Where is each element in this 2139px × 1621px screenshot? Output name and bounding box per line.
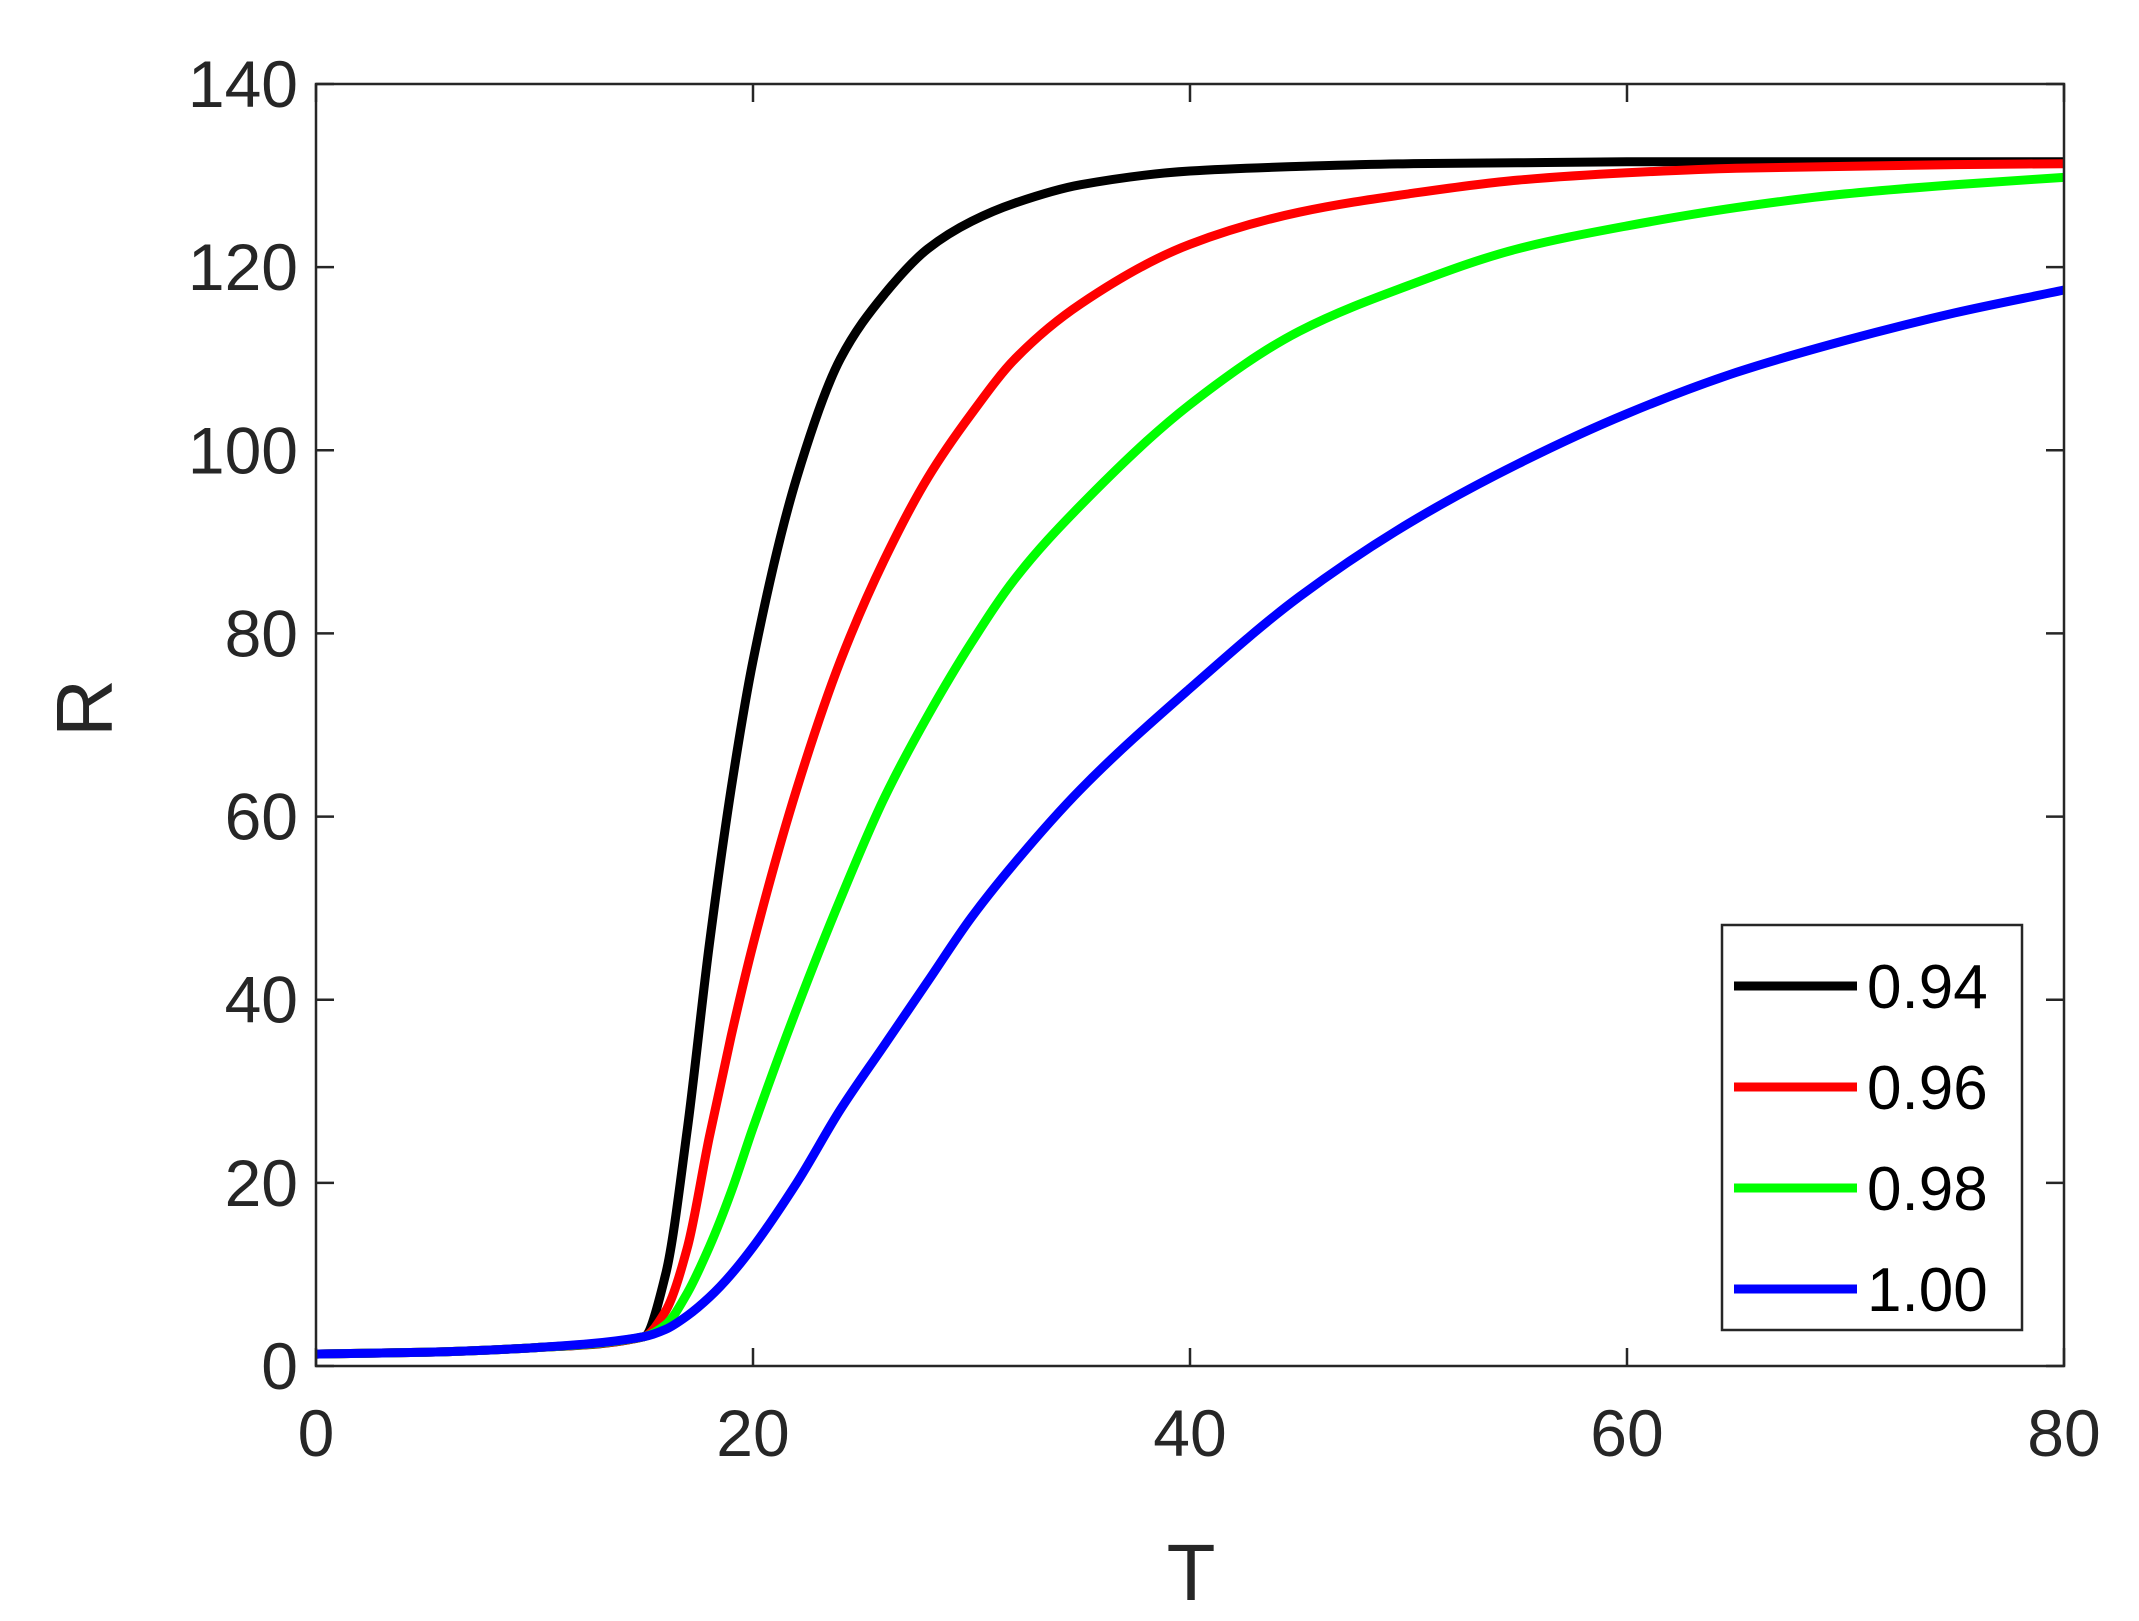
series-line-0.94 [315, 157, 2064, 1359]
y-tick-label: 120 [188, 230, 298, 304]
series-lines [315, 157, 2065, 1359]
series-line-0.96 [315, 159, 2065, 1359]
y-tick-label: 20 [225, 1146, 298, 1220]
y-tick-label: 80 [225, 596, 298, 670]
legend-box [1720, 923, 2024, 1332]
y-tick-label: 140 [188, 47, 298, 121]
y-tick-label: 100 [188, 413, 298, 487]
x-tick-label: 40 [1153, 1396, 1226, 1470]
legend-label-1.00: 1.00 [1867, 1256, 1988, 1325]
series-line-1.00 [315, 285, 2065, 1359]
x-tick-label: 80 [2027, 1396, 2100, 1470]
legend-label-0.94: 0.94 [1867, 953, 1988, 1022]
legend-label-0.96: 0.96 [1867, 1054, 1988, 1123]
tick-labels: 0 20 40 60 80 0 20 40 60 80 100 120 140 [188, 47, 2101, 1470]
y-tick-label: 0 [261, 1329, 298, 1403]
x-tick-label: 20 [716, 1396, 789, 1470]
x-tick-label: 0 [298, 1396, 335, 1470]
y-axis-label: R [40, 679, 129, 737]
y-tick-label: 40 [225, 963, 298, 1037]
legend: 0.94 0.96 0.98 1.00 [1720, 923, 2024, 1332]
x-tick-label: 60 [1590, 1396, 1663, 1470]
legend-label-0.98: 0.98 [1867, 1155, 1988, 1224]
tick-marks [314, 82, 2066, 1368]
y-tick-label: 60 [225, 780, 298, 854]
x-axis-label: T [1167, 1528, 1216, 1617]
